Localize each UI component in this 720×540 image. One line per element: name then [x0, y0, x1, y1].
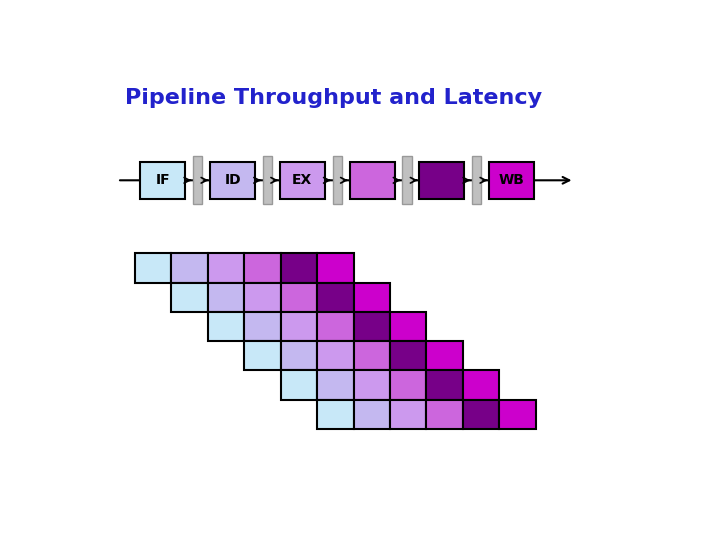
- Bar: [350, 162, 395, 199]
- Bar: [193, 157, 202, 204]
- Bar: [402, 157, 412, 204]
- Bar: [208, 253, 244, 283]
- Bar: [426, 400, 463, 429]
- Bar: [208, 312, 244, 341]
- Text: IF: IF: [156, 173, 170, 187]
- Text: WB: WB: [499, 173, 525, 187]
- Bar: [317, 400, 354, 429]
- Bar: [426, 341, 463, 370]
- Bar: [390, 341, 426, 370]
- Bar: [317, 341, 354, 370]
- Bar: [317, 312, 354, 341]
- Bar: [263, 157, 272, 204]
- Bar: [208, 283, 244, 312]
- Bar: [390, 370, 426, 400]
- Bar: [317, 283, 354, 312]
- Bar: [171, 253, 208, 283]
- Text: Pipeline Throughput and Latency: Pipeline Throughput and Latency: [125, 88, 542, 108]
- Bar: [354, 370, 390, 400]
- Bar: [354, 341, 390, 370]
- Bar: [489, 162, 534, 199]
- Bar: [472, 157, 482, 204]
- Bar: [390, 400, 426, 429]
- Bar: [499, 400, 536, 429]
- Bar: [281, 370, 317, 400]
- Bar: [171, 283, 208, 312]
- Bar: [463, 370, 499, 400]
- Bar: [419, 162, 464, 199]
- Bar: [281, 341, 317, 370]
- Bar: [354, 283, 390, 312]
- Bar: [354, 312, 390, 341]
- Bar: [317, 253, 354, 283]
- Bar: [390, 312, 426, 341]
- Bar: [317, 370, 354, 400]
- Bar: [210, 162, 255, 199]
- Bar: [463, 400, 499, 429]
- Bar: [140, 162, 185, 199]
- Bar: [244, 341, 281, 370]
- Bar: [244, 312, 281, 341]
- Text: EX: EX: [292, 173, 312, 187]
- Bar: [333, 157, 342, 204]
- Bar: [426, 370, 463, 400]
- Bar: [135, 253, 171, 283]
- Bar: [281, 312, 317, 341]
- Bar: [281, 253, 317, 283]
- Bar: [354, 400, 390, 429]
- Bar: [244, 283, 281, 312]
- Bar: [281, 283, 317, 312]
- Bar: [280, 162, 325, 199]
- Bar: [244, 253, 281, 283]
- Text: ID: ID: [225, 173, 241, 187]
